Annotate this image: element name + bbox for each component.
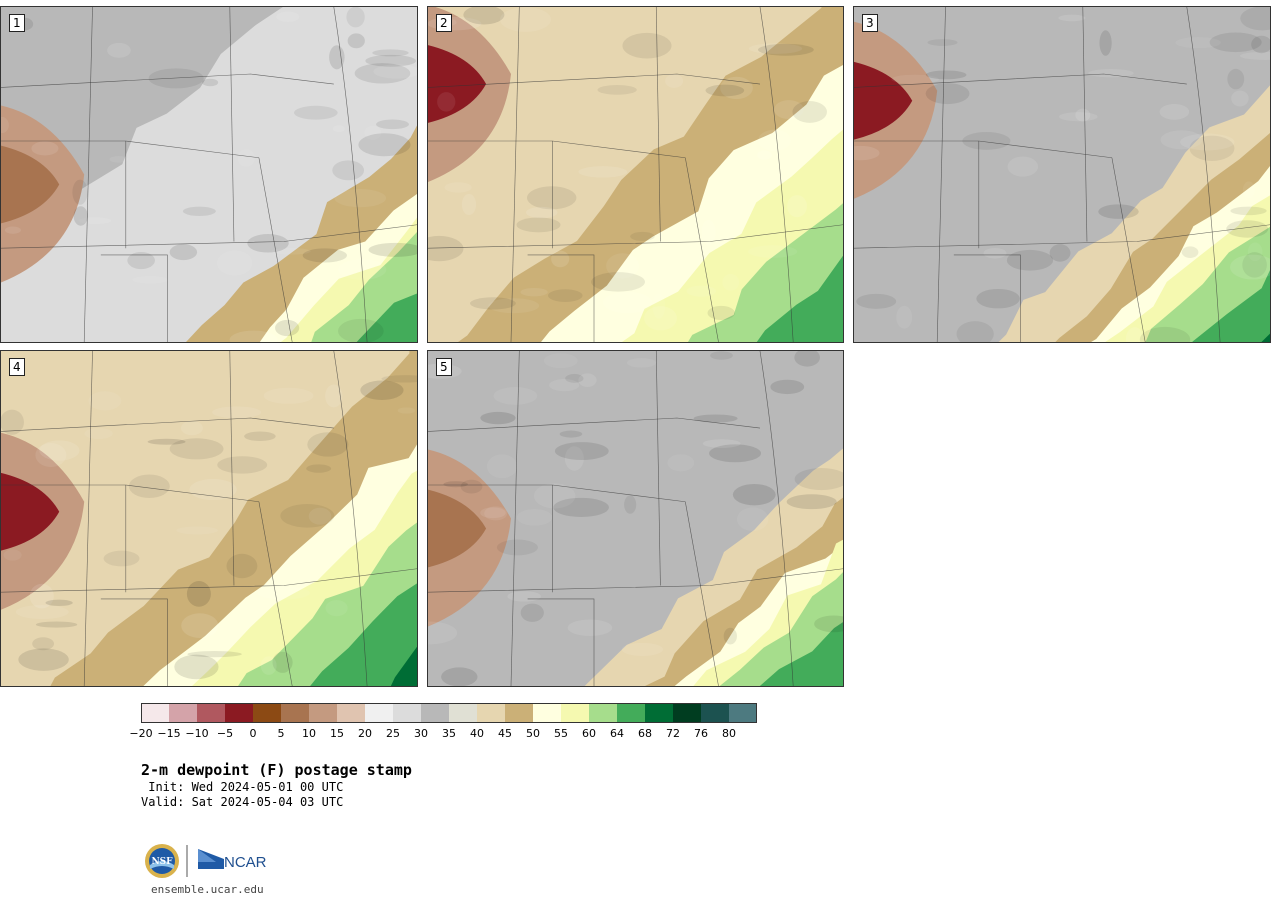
colorbar-tick-label: 25 [386, 727, 400, 740]
dewpoint-field [854, 7, 1270, 342]
colorbar-tick-label: 10 [302, 727, 316, 740]
colorbar-tick-label: 0 [249, 727, 257, 740]
colorbar-tick-label: 45 [498, 727, 512, 740]
init-time: Init: Wed 2024-05-01 00 UTC [141, 780, 344, 794]
site-url: ensemble.ucar.edu [151, 883, 264, 896]
colorbar-swatch [281, 703, 309, 723]
colorbar-swatch [141, 703, 169, 723]
panel-number-label: 5 [436, 358, 452, 376]
colorbar-tick-label: −10 [185, 727, 209, 740]
dewpoint-field [428, 7, 843, 342]
colorbar-swatch [645, 703, 673, 723]
map-panel-4: 4 [0, 350, 418, 687]
ncar-logo-text: NCAR [224, 854, 267, 871]
colorbar-tick-label: 50 [526, 727, 540, 740]
map-panel-2: 2 [427, 6, 844, 343]
colorbar-tick-label: 64 [610, 727, 624, 740]
colorbar-swatch [309, 703, 337, 723]
panel-number-label: 4 [9, 358, 25, 376]
colorbar-tick-label: 20 [358, 727, 372, 740]
colorbar-tick-label: −5 [216, 727, 234, 740]
panel-number-label: 2 [436, 14, 452, 32]
colorbar-swatch [253, 703, 281, 723]
valid-time: Valid: Sat 2024-05-04 03 UTC [141, 795, 344, 809]
panel-number-label: 1 [9, 14, 25, 32]
dewpoint-field [1, 351, 417, 686]
colorbar-swatch [533, 703, 561, 723]
panel-number-label: 3 [862, 14, 878, 32]
colorbar-swatch [365, 703, 393, 723]
colorbar-swatch [393, 703, 421, 723]
colorbar-swatch [729, 703, 757, 723]
colorbar-tick-label: 5 [277, 727, 285, 740]
dewpoint-field [428, 351, 843, 686]
logos: NSF NCAR [144, 843, 274, 881]
dewpoint-colorbar [141, 703, 757, 723]
colorbar-tick-label: 72 [666, 727, 680, 740]
nsf-logo-icon: NSF [145, 844, 179, 878]
colorbar-tick-label: 35 [442, 727, 456, 740]
map-panel-5: 5 [427, 350, 844, 687]
colorbar-swatch [477, 703, 505, 723]
colorbar-tick-label: 68 [638, 727, 652, 740]
colorbar-swatch [421, 703, 449, 723]
nsf-logo-text: NSF [151, 857, 173, 867]
colorbar-swatch [505, 703, 533, 723]
dewpoint-field [1, 7, 417, 342]
colorbar-tick-label: −20 [129, 727, 153, 740]
colorbar-tick-label: 55 [554, 727, 568, 740]
colorbar-tick-label: 76 [694, 727, 708, 740]
colorbar-swatch [617, 703, 645, 723]
colorbar-swatch [561, 703, 589, 723]
colorbar-swatch [197, 703, 225, 723]
colorbar-tick-labels: −20 −15 −10 −5 0 5 10 15 20 25 30 35 40 45 50 55 60 64 68 7… [129, 727, 781, 743]
ncar-logo-icon: NCAR [198, 849, 267, 871]
colorbar-swatch [701, 703, 729, 723]
colorbar-tick-label: 60 [582, 727, 596, 740]
colorbar-swatch [449, 703, 477, 723]
colorbar-swatch [589, 703, 617, 723]
colorbar-tick-label: 15 [330, 727, 344, 740]
colorbar-swatch [337, 703, 365, 723]
colorbar-swatch [673, 703, 701, 723]
colorbar-tick-label: −15 [157, 727, 181, 740]
map-panel-1: 1 [0, 6, 418, 343]
colorbar-tick-label: 30 [414, 727, 428, 740]
product-title: 2-m dewpoint (F) postage stamp [141, 761, 412, 779]
map-panel-3: 3 [853, 6, 1271, 343]
colorbar-tick-label: 80 [722, 727, 736, 740]
colorbar-tick-label: 40 [470, 727, 484, 740]
colorbar-swatch [169, 703, 197, 723]
colorbar-swatch [225, 703, 253, 723]
